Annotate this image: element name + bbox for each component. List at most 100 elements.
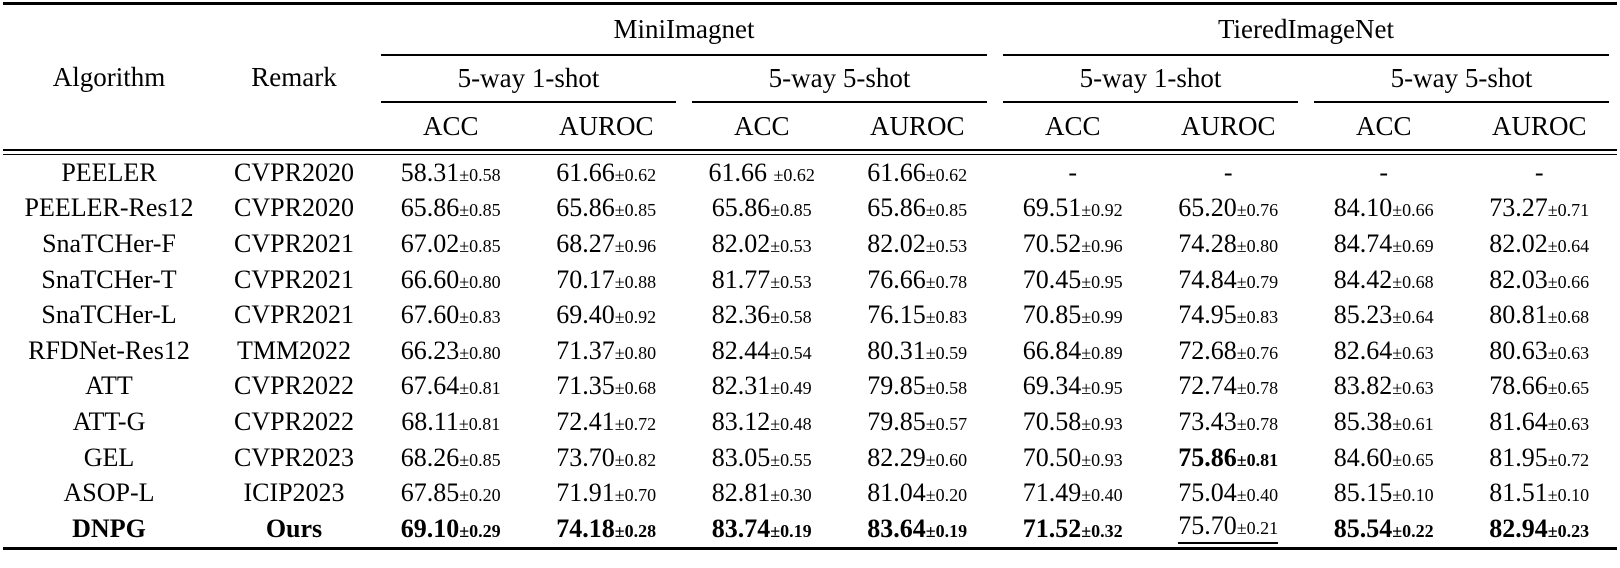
row-2-algorithm: SnaTCHer-F [42,228,176,258]
row-10-value-3: 83.64±0.19 [867,513,968,543]
row-5-value-7: 80.63±0.63 [1489,335,1590,365]
row-1-value-6: 84.10±0.66 [1333,193,1434,223]
row-0-value-4: - [1068,157,1078,187]
row-10-value-0: 69.10±0.29 [400,513,501,543]
row-8-remark: CVPR2023 [234,442,354,472]
rule-under-mini-1shot [373,100,684,103]
row-3-algorithm: SnaTCHer-T [41,264,177,294]
row-0-value-5: - [1223,157,1233,187]
header-mini-5shot-auroc: AUROC [869,110,965,141]
row-8-value-2: 83.05±0.55 [711,442,812,472]
row-4-value-2: 82.36±0.58 [711,300,812,330]
header-mini-1shot-auroc: AUROC [558,110,654,141]
row-4-remark: CVPR2021 [234,300,354,330]
row-10-value-1: 74.18±0.28 [556,513,657,543]
row-7-value-6: 85.38±0.61 [1333,406,1434,436]
row-3-value-2: 81.77±0.53 [711,264,812,294]
row-1-value-2: 65.86±0.85 [711,193,812,223]
header-algorithm: Algorithm [52,61,166,92]
row-1-remark: CVPR2020 [234,193,354,223]
row-0-value-1: 61.66±0.62 [556,157,657,187]
row-5-algorithm: RFDNet-Res12 [28,335,190,365]
row-9-algorithm: ASOP-L [63,478,155,508]
row-0-value-7: - [1534,157,1544,187]
row-1-algorithm: PEELER-Res12 [24,193,194,223]
row-8-value-6: 84.60±0.65 [1333,442,1434,472]
row-9-value-5: 75.04±0.40 [1178,478,1279,508]
row-4-value-1: 69.40±0.92 [556,300,657,330]
row-10-remark: Ours [265,513,323,543]
row-9-value-1: 71.91±0.70 [556,478,657,508]
row-7-value-5: 73.43±0.78 [1178,406,1279,436]
header-mini-1shot-acc: ACC [422,110,479,141]
row-4-algorithm: SnaTCHer-L [41,300,177,330]
header-tiered-5shot-acc: ACC [1355,110,1412,141]
row-3-value-6: 84.42±0.68 [1333,264,1434,294]
row-2-remark: CVPR2021 [234,228,354,258]
row-6-value-3: 79.85±0.58 [867,371,968,401]
row-8-algorithm: GEL [83,442,135,472]
rule-under-miniimagnet [373,53,995,56]
row-2-value-0: 67.02±0.85 [400,228,501,258]
row-0-value-6: - [1379,157,1389,187]
header-remark: Remark [251,61,337,92]
row-3-remark: CVPR2021 [234,264,354,294]
row-9-value-4: 71.49±0.40 [1022,478,1123,508]
row-2-value-1: 68.27±0.96 [556,228,657,258]
row-2-value-4: 70.52±0.96 [1022,228,1123,258]
row-5-value-3: 80.31±0.59 [867,335,968,365]
row-1-value-1: 65.86±0.85 [556,193,657,223]
row-5-value-6: 82.64±0.63 [1333,335,1434,365]
row-6-value-2: 82.31±0.49 [711,371,812,401]
row-4-value-5: 74.95±0.83 [1178,300,1279,330]
rule-under-tieredimagenet [995,53,1617,56]
row-6-value-4: 69.34±0.95 [1022,371,1123,401]
row-7-value-0: 68.11±0.81 [401,406,501,436]
row-0-remark: CVPR2020 [234,157,354,187]
row-7-value-7: 81.64±0.63 [1489,406,1590,436]
row-7-remark: CVPR2022 [234,406,354,436]
row-9-remark: ICIP2023 [243,478,345,508]
row-6-value-0: 67.64±0.81 [400,371,501,401]
row-5-value-1: 71.37±0.80 [556,335,657,365]
row-7-value-2: 83.12±0.48 [711,406,812,436]
row-0-value-2: 61.66 ±0.62 [708,157,815,187]
row-10-algorithm: DNPG [72,513,146,543]
row-1-value-7: 73.27±0.71 [1489,193,1590,223]
row-6-value-7: 78.66±0.65 [1489,371,1590,401]
row-5-value-4: 66.84±0.89 [1022,335,1123,365]
row-6-value-1: 71.35±0.68 [556,371,657,401]
row-10-value-7: 82.94±0.23 [1489,513,1590,543]
row-6-value-5: 72.74±0.78 [1178,371,1279,401]
row-4-value-3: 76.15±0.83 [867,300,968,330]
rule-under-tiered-5shot [1306,100,1617,103]
table-bottom-rule [3,546,1617,550]
header-tiered-5shot: 5-way 5-shot [1390,62,1533,93]
row-8-value-1: 73.70±0.82 [556,442,657,472]
row-0-algorithm: PEELER [61,157,157,187]
row-1-value-4: 69.51±0.92 [1022,193,1123,223]
row-7-value-3: 79.85±0.57 [867,406,968,436]
row-1-value-3: 65.86±0.85 [867,193,968,223]
header-dataset-miniimagnet: MiniImagnet [613,13,755,44]
results-table-grid: Algorithm Remark MiniImagnet TieredImage… [3,5,1617,547]
row-10-value-5: 75.70±0.21 [1151,511,1307,547]
row-8-value-0: 68.26±0.85 [400,442,501,472]
header-separator-double-rule [3,149,1617,155]
row-1-value-0: 65.86±0.85 [400,193,501,223]
row-3-value-7: 82.03±0.66 [1489,264,1590,294]
row-10-value-6: 85.54±0.22 [1333,513,1434,543]
row-2-value-3: 82.02±0.53 [867,228,968,258]
row-9-value-2: 82.81±0.30 [711,478,812,508]
rule-under-mini-5shot [684,100,995,103]
header-mini-5shot: 5-way 5-shot [768,62,911,93]
row-4-value-7: 80.81±0.68 [1489,300,1590,330]
row-9-value-7: 81.51±0.10 [1489,478,1590,508]
row-5-value-0: 66.23±0.80 [400,335,501,365]
header-mini-5shot-acc: ACC [733,110,790,141]
row-7-algorithm: ATT-G [72,406,146,436]
row-4-value-6: 85.23±0.64 [1333,300,1434,330]
row-10-value-2: 83.74±0.19 [711,513,812,543]
row-0-value-0: 58.31±0.58 [400,157,501,187]
row-3-value-1: 70.17±0.88 [556,264,657,294]
